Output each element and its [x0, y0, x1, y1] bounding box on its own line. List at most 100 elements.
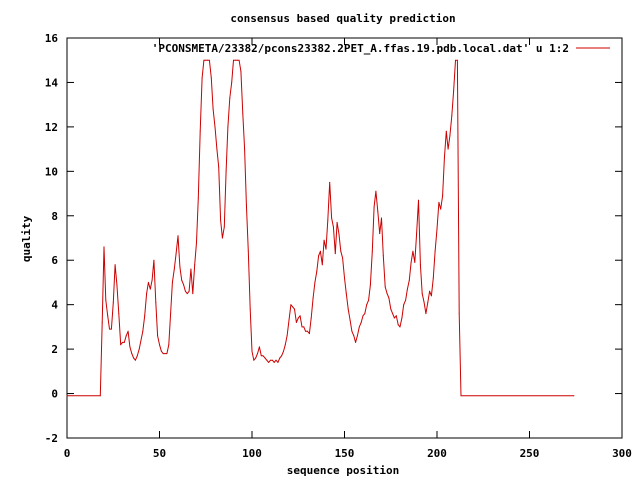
data-point — [449, 135, 451, 137]
data-point — [131, 353, 133, 355]
data-point — [377, 210, 379, 212]
data-point — [353, 335, 355, 337]
data-point — [416, 233, 418, 235]
data-point — [312, 297, 314, 299]
data-point — [421, 293, 423, 295]
data-point — [170, 313, 172, 315]
data-point — [329, 181, 331, 183]
data-point — [231, 81, 233, 83]
data-point — [188, 290, 190, 292]
data-point — [168, 344, 170, 346]
data-point — [438, 201, 440, 203]
data-point — [142, 330, 144, 332]
data-point — [460, 395, 462, 397]
data-point — [321, 264, 323, 266]
y-tick-label: 6 — [51, 254, 58, 267]
legend: 'PCONSMETA/23382/pcons23382.2PET_A.ffas.… — [152, 42, 610, 55]
data-point — [325, 248, 327, 250]
data-point — [214, 126, 216, 128]
data-point — [183, 284, 185, 286]
data-point — [190, 268, 192, 270]
y-tick-label: 0 — [51, 388, 58, 401]
data-point — [334, 253, 336, 255]
data-point — [414, 261, 416, 263]
data-point — [408, 279, 410, 281]
data-point — [390, 308, 392, 310]
data-point — [434, 250, 436, 252]
data-point — [308, 333, 310, 335]
data-point — [318, 255, 320, 257]
data-point — [66, 395, 68, 397]
data-point — [220, 219, 222, 221]
data-point — [240, 70, 242, 72]
data-point — [270, 359, 271, 361]
data-point — [310, 317, 312, 319]
data-point — [138, 348, 140, 350]
data-point — [160, 350, 162, 352]
data-point — [164, 353, 166, 355]
data-point — [171, 281, 173, 283]
data-point — [392, 313, 394, 315]
data-point — [386, 293, 388, 295]
data-point — [242, 113, 244, 115]
data-point — [253, 359, 255, 361]
data-point — [114, 264, 116, 266]
data-point — [412, 250, 414, 252]
data-point — [307, 330, 308, 332]
axis-ticks — [66, 37, 623, 439]
data-point — [358, 326, 360, 328]
data-point — [247, 250, 249, 252]
data-point — [205, 59, 207, 61]
data-point — [355, 341, 357, 343]
data-point — [103, 246, 105, 248]
data-point — [266, 359, 268, 361]
data-point — [186, 293, 188, 295]
data-point — [364, 313, 366, 315]
data-point — [203, 59, 205, 61]
data-point — [344, 277, 345, 279]
data-point — [456, 59, 458, 61]
data-point — [331, 217, 333, 219]
data-point — [159, 344, 160, 346]
data-point — [110, 328, 112, 330]
data-point — [453, 90, 455, 92]
data-point — [294, 308, 295, 310]
data-point — [175, 253, 177, 255]
y-tick-label: 2 — [51, 343, 58, 356]
data-point — [406, 288, 408, 290]
data-point — [429, 290, 431, 292]
data-point — [133, 357, 135, 359]
y-tick-label: 16 — [45, 32, 59, 45]
data-point — [260, 355, 262, 357]
data-point — [356, 335, 358, 337]
data-point — [212, 108, 214, 110]
data-point — [299, 315, 301, 317]
data-point — [440, 208, 442, 210]
data-point — [455, 59, 456, 61]
data-point — [149, 288, 151, 290]
data-point — [277, 361, 279, 363]
data-point — [292, 306, 294, 308]
data-point — [327, 219, 329, 221]
data-point — [216, 148, 218, 150]
data-point — [120, 344, 122, 346]
data-point — [197, 197, 199, 199]
data-point — [281, 355, 283, 357]
data-point — [345, 293, 347, 295]
data-point — [301, 326, 303, 328]
data-point — [271, 359, 273, 361]
data-point — [125, 335, 127, 337]
chart-title: consensus based quality prediction — [230, 12, 455, 25]
data-point — [153, 259, 155, 261]
data-point — [323, 239, 325, 241]
data-point — [275, 359, 277, 361]
data-point — [192, 293, 194, 295]
data-point — [177, 235, 179, 237]
data-point — [342, 257, 344, 259]
data-point — [362, 315, 364, 317]
data-point — [381, 217, 382, 219]
data-point — [403, 304, 405, 306]
data-point — [338, 233, 340, 235]
